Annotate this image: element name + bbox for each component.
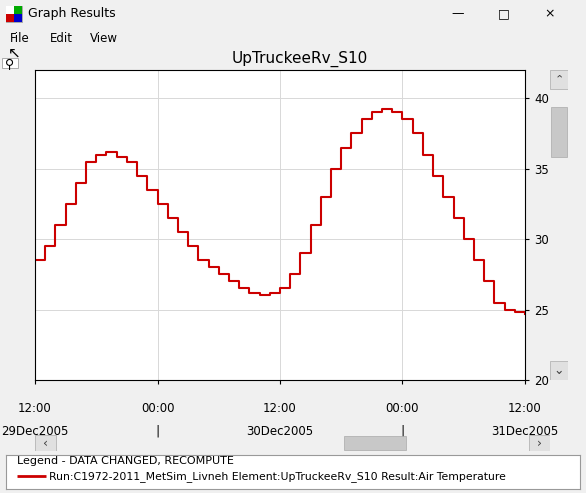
Bar <box>6 14 14 22</box>
Bar <box>2 58 18 68</box>
Text: 29Dec2005: 29Dec2005 <box>1 425 69 438</box>
Bar <box>6 6 22 22</box>
Text: 31Dec2005: 31Dec2005 <box>492 425 558 438</box>
Text: |: | <box>155 425 159 438</box>
Text: ⚲: ⚲ <box>5 58 15 71</box>
Text: □: □ <box>498 7 510 21</box>
Bar <box>550 361 568 380</box>
Text: ‹: ‹ <box>43 436 48 450</box>
Text: 12:00: 12:00 <box>18 402 52 415</box>
Text: 12:00: 12:00 <box>263 402 297 415</box>
Text: 00:00: 00:00 <box>386 402 419 415</box>
Text: Legend - DATA CHANGED, RECOMPUTE: Legend - DATA CHANGED, RECOMPUTE <box>18 456 234 466</box>
Bar <box>551 107 567 157</box>
Text: File: File <box>10 32 30 44</box>
Bar <box>529 435 550 451</box>
Bar <box>14 6 22 14</box>
Text: ⌃: ⌃ <box>554 74 564 84</box>
Text: ↖: ↖ <box>8 46 21 61</box>
Bar <box>6 6 14 14</box>
Text: Edit: Edit <box>50 32 73 44</box>
Text: 12:00: 12:00 <box>508 402 542 415</box>
Text: ⌄: ⌄ <box>554 364 564 377</box>
Text: ›: › <box>537 436 542 450</box>
Bar <box>550 70 568 89</box>
Bar <box>35 435 56 451</box>
Text: 00:00: 00:00 <box>141 402 174 415</box>
Bar <box>14 14 22 22</box>
Text: |: | <box>400 425 404 438</box>
Text: —: — <box>452 7 464 21</box>
Bar <box>344 436 406 450</box>
Text: View: View <box>90 32 118 44</box>
Text: ×: × <box>545 7 556 21</box>
Text: Run:C1972-2011_MetSim_Livneh Element:UpTruckeeRv_S10 Result:Air Temperature: Run:C1972-2011_MetSim_Livneh Element:UpT… <box>49 471 506 482</box>
Text: 30Dec2005: 30Dec2005 <box>247 425 314 438</box>
Text: UpTruckeeRv_S10: UpTruckeeRv_S10 <box>232 51 368 67</box>
Text: Graph Results: Graph Results <box>28 7 115 21</box>
